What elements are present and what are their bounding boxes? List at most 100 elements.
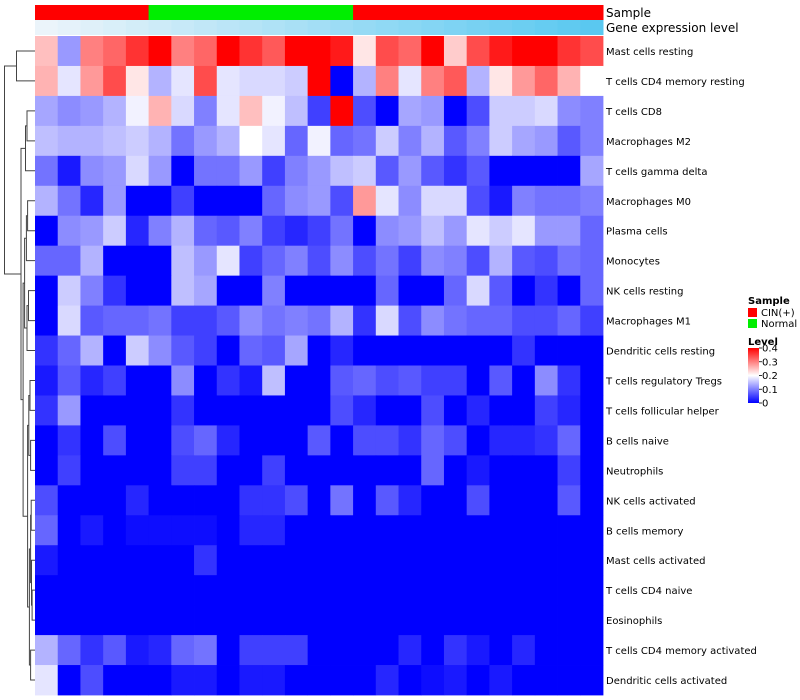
heatmap-cell bbox=[580, 605, 604, 636]
heatmap-cell bbox=[284, 305, 309, 336]
heatmap-cell bbox=[534, 485, 558, 516]
heatmap-cell bbox=[443, 185, 468, 217]
gene-expression-annotation-cell bbox=[353, 20, 377, 35]
heatmap-cell bbox=[443, 485, 468, 516]
heatmap-cell bbox=[512, 36, 536, 67]
heatmap-cell bbox=[512, 365, 536, 396]
heatmap-cell bbox=[512, 245, 536, 277]
heatmap-cell bbox=[307, 125, 331, 157]
heatmap-cell bbox=[307, 36, 331, 67]
heatmap-cell bbox=[421, 305, 445, 336]
heatmap-cell bbox=[534, 155, 558, 187]
heatmap-cell bbox=[35, 305, 59, 336]
row-label: Neutrophils bbox=[606, 466, 663, 477]
row-label: Plasma cells bbox=[606, 227, 668, 238]
heatmap-cell bbox=[57, 665, 81, 696]
heatmap-cell bbox=[353, 365, 377, 396]
gene-expression-annotation-cell bbox=[307, 20, 331, 35]
heatmap-cell bbox=[421, 185, 445, 217]
heatmap-cell bbox=[216, 575, 240, 606]
heatmap-cell bbox=[239, 545, 263, 576]
sample-annotation-cell bbox=[216, 5, 240, 20]
heatmap-cell bbox=[216, 425, 240, 456]
heatmap-cell bbox=[239, 425, 263, 456]
heatmap-cell bbox=[353, 155, 377, 187]
heatmap-cell bbox=[421, 395, 445, 426]
heatmap-cell bbox=[398, 65, 422, 97]
heatmap-cell bbox=[353, 305, 377, 336]
heatmap-cell bbox=[103, 245, 127, 277]
heatmap-cells bbox=[35, 36, 604, 696]
heatmap-cell bbox=[80, 515, 104, 546]
heatmap-cell bbox=[80, 575, 104, 606]
heatmap-cell bbox=[125, 125, 149, 157]
heatmap-cell bbox=[443, 425, 468, 456]
heatmap-cell bbox=[307, 155, 331, 187]
heatmap-cell bbox=[534, 365, 558, 396]
heatmap-cell bbox=[57, 95, 81, 127]
heatmap-cell bbox=[307, 215, 331, 247]
heatmap-cell bbox=[443, 635, 468, 666]
heatmap-cell bbox=[216, 365, 240, 396]
heatmap-cell bbox=[398, 305, 422, 336]
dendrogram-branch bbox=[28, 290, 35, 322]
heatmap-cell bbox=[398, 365, 422, 396]
heatmap-cell bbox=[466, 65, 490, 97]
heatmap-cell bbox=[57, 36, 81, 67]
sample-annotation-cell bbox=[57, 5, 81, 20]
heatmap-cell bbox=[512, 575, 536, 606]
heatmap-cell bbox=[35, 65, 59, 97]
heatmap-cell bbox=[171, 65, 195, 97]
heatmap-cell bbox=[103, 95, 127, 127]
heatmap-cell bbox=[125, 545, 149, 576]
row-label: Dendritic cells activated bbox=[606, 676, 727, 687]
heatmap-cell bbox=[580, 335, 604, 366]
heatmap-cell bbox=[512, 335, 536, 366]
heatmap-cell bbox=[103, 395, 127, 426]
heatmap-cell bbox=[330, 155, 354, 187]
heatmap-cell bbox=[35, 155, 59, 187]
heatmap-cell bbox=[330, 365, 354, 396]
heatmap-cell bbox=[307, 365, 331, 396]
heatmap-cell bbox=[580, 155, 604, 187]
row-label: T cells CD4 memory resting bbox=[605, 77, 745, 88]
heatmap-cell bbox=[125, 65, 149, 97]
heatmap-cell bbox=[239, 215, 263, 247]
heatmap-cell bbox=[284, 365, 309, 396]
legend-level-title: Level bbox=[748, 337, 778, 348]
heatmap-cell bbox=[194, 605, 218, 636]
heatmap-cell bbox=[580, 215, 604, 247]
heatmap-cell bbox=[330, 665, 354, 696]
heatmap-cell bbox=[557, 485, 581, 516]
heatmap-cell bbox=[262, 275, 286, 306]
heatmap-cell bbox=[216, 305, 240, 336]
heatmap-cell bbox=[375, 635, 399, 666]
heatmap-cell bbox=[239, 95, 263, 127]
heatmap-cell bbox=[421, 545, 445, 576]
gene-expression-annotation-cell bbox=[35, 20, 59, 35]
sample-annotation-cell bbox=[80, 5, 104, 20]
legend-label-cin: CIN(+) bbox=[761, 308, 795, 319]
heatmap-cell bbox=[330, 275, 354, 306]
heatmap-cell bbox=[80, 335, 104, 366]
heatmap-cell bbox=[466, 575, 490, 606]
heatmap-cell bbox=[80, 125, 104, 157]
heatmap-cell bbox=[262, 365, 286, 396]
heatmap-cell bbox=[148, 335, 172, 366]
row-label: Monocytes bbox=[606, 257, 660, 268]
dendrogram-branch bbox=[30, 499, 35, 531]
heatmap-cell bbox=[148, 155, 172, 187]
heatmap-cell bbox=[443, 215, 468, 247]
gene-expression-annotation-cell bbox=[557, 20, 581, 35]
heatmap-cell bbox=[35, 425, 59, 456]
heatmap-cell bbox=[171, 245, 195, 277]
heatmap-cell bbox=[80, 155, 104, 187]
heatmap-cell bbox=[375, 335, 399, 366]
heatmap-cell bbox=[262, 215, 286, 247]
heatmap-cell bbox=[80, 215, 104, 247]
legend-swatch-normal bbox=[748, 319, 757, 328]
gene-expression-annotation-cell bbox=[421, 20, 445, 35]
heatmap-cell bbox=[57, 335, 81, 366]
heatmap-cell bbox=[284, 455, 309, 486]
heatmap-cell bbox=[262, 185, 286, 217]
